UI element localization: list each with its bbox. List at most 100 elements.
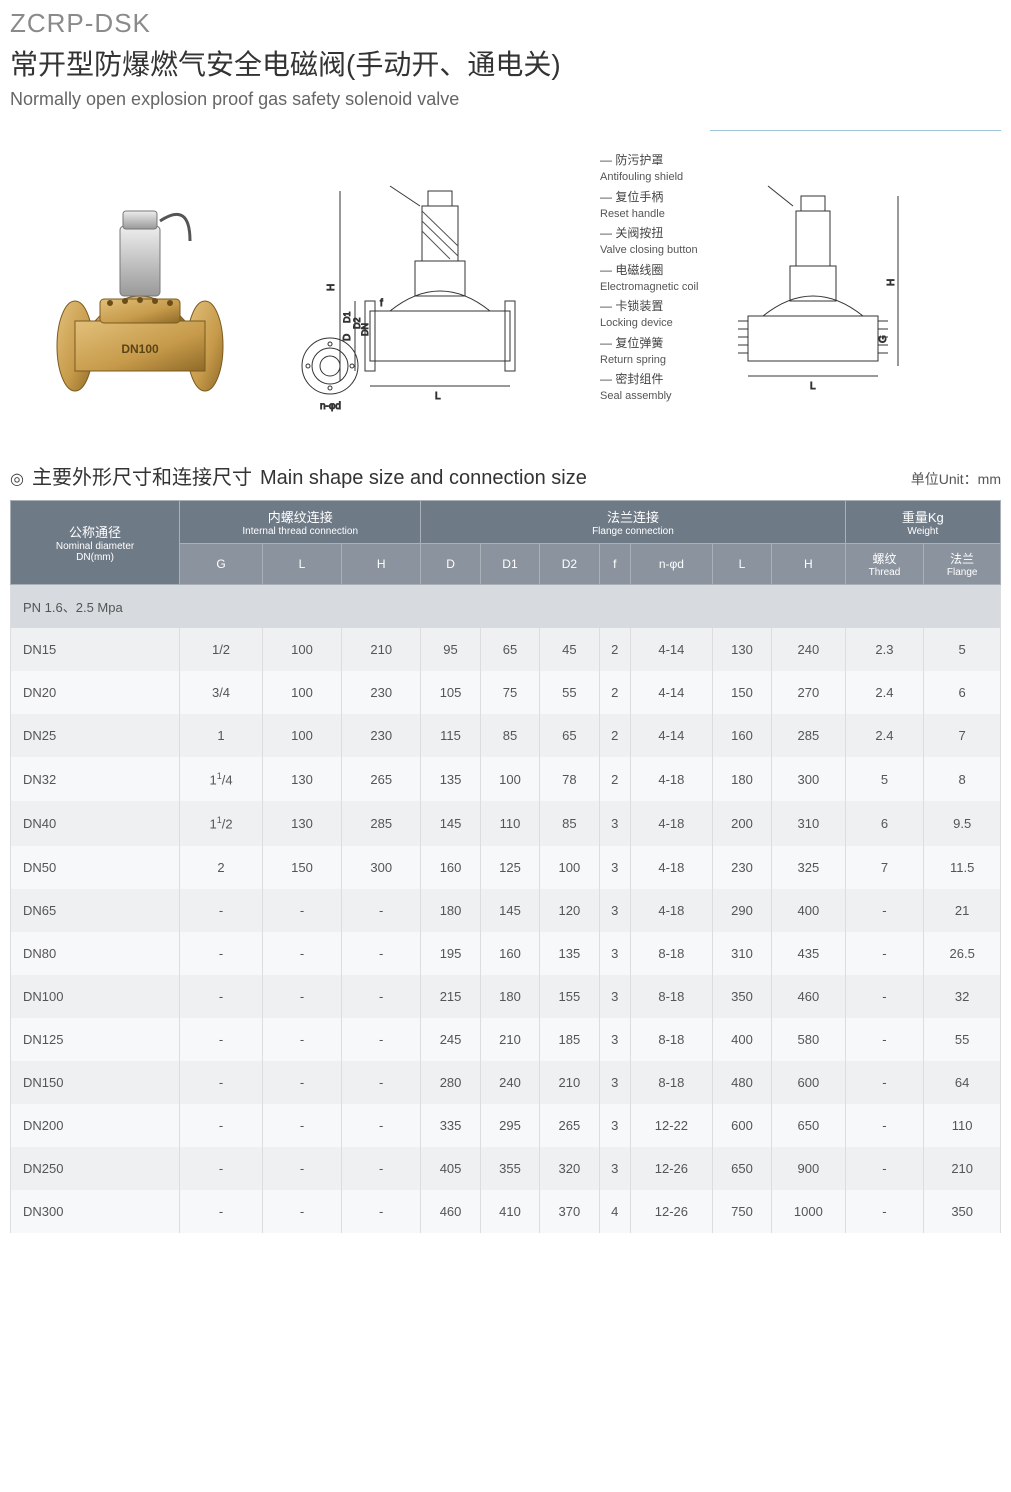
col-weight: 重量Kg Weight bbox=[845, 501, 1000, 544]
unit-label: 单位Unit：mm bbox=[911, 469, 1001, 489]
cell: 3 bbox=[599, 975, 630, 1018]
table-row: DN250---405355320312-26650900-210 bbox=[11, 1147, 1001, 1190]
cell: 3 bbox=[599, 1061, 630, 1104]
cell: 4-14 bbox=[631, 671, 713, 714]
cell: 370 bbox=[540, 1190, 599, 1233]
cell: 130 bbox=[262, 801, 341, 845]
cell: 65 bbox=[540, 714, 599, 757]
cell: 45 bbox=[540, 628, 599, 671]
cell: 55 bbox=[540, 671, 599, 714]
cell: 4-14 bbox=[631, 628, 713, 671]
cell: 100 bbox=[262, 628, 341, 671]
col-internal-en: Internal thread connection bbox=[184, 526, 416, 537]
cell: 280 bbox=[421, 1061, 480, 1104]
cell: - bbox=[342, 975, 421, 1018]
cell: 650 bbox=[712, 1147, 771, 1190]
cell: 78 bbox=[540, 757, 599, 801]
cell: 480 bbox=[712, 1061, 771, 1104]
callout-item: — 防污护罩Antifouling shield bbox=[600, 151, 698, 186]
col-internal: 内螺纹连接 Internal thread connection bbox=[180, 501, 421, 544]
col-nominal-en: Nominal diameter bbox=[15, 541, 175, 552]
subcol: H bbox=[772, 544, 845, 585]
cell: 130 bbox=[262, 757, 341, 801]
cell: DN32 bbox=[11, 757, 180, 801]
cell: 75 bbox=[480, 671, 539, 714]
cell: 5 bbox=[845, 757, 924, 801]
cell: DN80 bbox=[11, 932, 180, 975]
cell: 100 bbox=[540, 846, 599, 889]
svg-text:D1: D1 bbox=[342, 311, 352, 323]
table-row: DN4011/21302851451108534-1820031069.5 bbox=[11, 801, 1001, 845]
cell: 7 bbox=[845, 846, 924, 889]
cell: 2 bbox=[599, 671, 630, 714]
section-heading-en: Main shape size and connection size bbox=[260, 467, 587, 490]
table-row: DN150---28024021038-18480600-64 bbox=[11, 1061, 1001, 1104]
cell: 245 bbox=[421, 1018, 480, 1061]
cell: 2.4 bbox=[845, 671, 924, 714]
cell: 26.5 bbox=[924, 932, 1001, 975]
col-flange-en: Flange connection bbox=[425, 526, 840, 537]
cell: 210 bbox=[342, 628, 421, 671]
cell: DN250 bbox=[11, 1147, 180, 1190]
table-row: DN203/4100230105755524-141502702.46 bbox=[11, 671, 1001, 714]
svg-text:DN: DN bbox=[360, 323, 370, 336]
cell: - bbox=[180, 932, 263, 975]
callout-labels: — 防污护罩Antifouling shield— 复位手柄Reset hand… bbox=[600, 151, 698, 407]
subcol: D2 bbox=[540, 544, 599, 585]
cell: 11/4 bbox=[180, 757, 263, 801]
cell: - bbox=[342, 1147, 421, 1190]
cell: - bbox=[262, 1104, 341, 1147]
cell: 1 bbox=[180, 714, 263, 757]
divider bbox=[710, 130, 1001, 131]
cell: - bbox=[845, 1061, 924, 1104]
cell: 290 bbox=[712, 889, 771, 932]
cell: 580 bbox=[772, 1018, 845, 1061]
cell: 5 bbox=[924, 628, 1001, 671]
cell: 185 bbox=[540, 1018, 599, 1061]
col-flange: 法兰连接 Flange connection bbox=[421, 501, 845, 544]
svg-text:H: H bbox=[886, 279, 897, 286]
subcol: 螺纹Thread bbox=[845, 544, 924, 585]
cell: - bbox=[342, 1061, 421, 1104]
cell: 21 bbox=[924, 889, 1001, 932]
cell: 100 bbox=[480, 757, 539, 801]
cell: 3 bbox=[599, 1018, 630, 1061]
cell: 355 bbox=[480, 1147, 539, 1190]
subcol: n-φd bbox=[631, 544, 713, 585]
svg-text:DN100: DN100 bbox=[121, 342, 159, 356]
cell: 95 bbox=[421, 628, 480, 671]
cell: 2.4 bbox=[845, 714, 924, 757]
cell: 230 bbox=[342, 714, 421, 757]
cell: DN300 bbox=[11, 1190, 180, 1233]
dimensions-table: 公称通径 Nominal diameter DN(mm) 内螺纹连接 Inter… bbox=[10, 500, 1001, 1233]
callout-item: — 电磁线圈Electromagnetic coil bbox=[600, 261, 698, 296]
table-row: DN300---460410370412-267501000-350 bbox=[11, 1190, 1001, 1233]
cell: - bbox=[180, 1018, 263, 1061]
cell: 265 bbox=[540, 1104, 599, 1147]
cell: 435 bbox=[772, 932, 845, 975]
cell: 285 bbox=[342, 801, 421, 845]
cell: DN50 bbox=[11, 846, 180, 889]
cell: 85 bbox=[540, 801, 599, 845]
cell: 155 bbox=[540, 975, 599, 1018]
cell: - bbox=[180, 1190, 263, 1233]
cell: - bbox=[180, 1147, 263, 1190]
cell: 6 bbox=[845, 801, 924, 845]
subcol: D1 bbox=[480, 544, 539, 585]
cell: - bbox=[262, 889, 341, 932]
cell: 460 bbox=[772, 975, 845, 1018]
cell: 65 bbox=[480, 628, 539, 671]
cell: 215 bbox=[421, 975, 480, 1018]
col-internal-cn: 内螺纹连接 bbox=[268, 510, 333, 525]
cell: 600 bbox=[772, 1061, 845, 1104]
cell: 110 bbox=[480, 801, 539, 845]
cell: 32 bbox=[924, 975, 1001, 1018]
cell: 4-18 bbox=[631, 889, 713, 932]
cell: 3 bbox=[599, 846, 630, 889]
subcol: L bbox=[262, 544, 341, 585]
cell: 180 bbox=[712, 757, 771, 801]
cell: DN200 bbox=[11, 1104, 180, 1147]
cell: 310 bbox=[772, 801, 845, 845]
cell: 405 bbox=[421, 1147, 480, 1190]
title-chinese: 常开型防爆燃气安全电磁阀(手动开、通电关) bbox=[10, 43, 1001, 83]
